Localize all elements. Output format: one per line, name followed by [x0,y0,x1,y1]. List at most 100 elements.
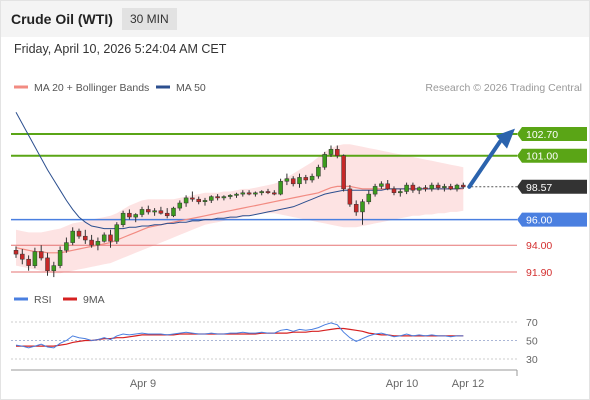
candle-body-down [353,204,359,213]
candle-body-down [83,235,88,241]
price-tag-box [517,212,587,227]
ma50-legend-label: MA 50 [176,82,206,94]
copyright-label: Research © 2026 Trading Central [425,82,582,94]
price-tag: 94.00 [526,240,552,252]
candle-body-up [322,154,327,168]
candle [101,232,107,243]
candle [353,200,359,216]
candle [26,255,31,271]
candle [454,183,460,192]
candle [32,247,38,269]
candle-body-up [240,192,246,195]
price-tag: 101.00 [517,148,587,163]
candle-body-up [227,195,233,197]
candle-body-down [158,210,164,214]
candle [284,173,290,186]
candle [196,196,201,205]
candle [303,174,309,184]
candle [410,182,416,193]
candle-body-up [297,177,302,185]
candle [221,195,227,201]
candle-body-down [246,192,252,195]
candle [57,246,63,269]
candle [202,197,208,206]
price-tag-box [517,179,587,194]
price-tag: 102.70 [517,127,587,141]
rsi-line [15,322,464,349]
candle-body-up [209,196,214,201]
candle [259,190,264,196]
candle [335,145,340,159]
candle-body-up [284,178,290,182]
price-tag-label: 91.90 [526,267,552,279]
candle-body-up [152,210,157,213]
candle-body-down [127,212,132,218]
price-chart: MA 20 + Bollinger Bands MA 50 Research ©… [11,82,587,390]
candle [120,210,126,228]
candle [461,182,466,189]
candle-body-up [253,192,258,195]
candle-body-up [32,251,38,266]
forecast-arrow [467,128,515,189]
rsi-legend-label: RSI [34,294,52,306]
price-tag: 96.00 [517,212,587,227]
candle-body-up [70,230,75,243]
candle-body-down [26,258,31,266]
candle-body-up [454,184,460,190]
candle [360,199,365,225]
candle-body-up [120,212,126,225]
candle [146,205,151,215]
rsi-ma-legend-label: 9MA [83,294,105,306]
candle [158,206,164,215]
candle-body-down [461,184,466,188]
candle-body-down [435,184,441,188]
rsi-tick-label: 70 [526,317,538,329]
x-tick-label: Apr 10 [386,378,418,390]
price-tag-box [517,148,587,163]
candle-body-down [108,234,113,242]
candle-body-down [190,197,195,200]
candle-body-up [183,197,189,204]
candle [164,208,170,219]
candle-body-down [410,184,416,191]
instrument-title: Crude Oil (WTI) [11,11,113,27]
candle [372,183,378,197]
candle [76,228,82,239]
candle [366,190,372,205]
candle [38,245,44,261]
candle-body-down [448,186,453,190]
x-tick-label: Apr 12 [452,378,484,390]
candle [209,195,214,203]
candle-body-down [272,192,277,195]
rsi-tick-label: 50 [526,336,538,348]
candle [309,173,315,183]
candle [227,194,233,200]
candle-body-up [139,209,145,215]
candle-body-down [423,187,428,190]
candle-body-up [101,234,107,242]
candle-body-up [398,191,403,194]
candle-body-down [38,251,44,259]
candle [265,188,271,195]
candle [51,261,57,278]
candle [435,182,441,191]
candle [379,181,384,189]
candle-body-up [360,201,365,213]
candle [253,191,258,197]
candle [133,213,138,223]
candle [297,173,302,188]
candles [13,145,466,278]
price-tag-label: 94.00 [526,240,552,252]
candle-body-up [309,175,315,181]
candle [183,195,189,207]
forecast-arrow-head [496,128,515,149]
candle-body-up [316,166,321,177]
candle [108,229,113,248]
candle [448,183,453,191]
candle [114,222,120,244]
price-tag: 91.90 [526,267,552,279]
candle-body-up [202,200,208,202]
candle-body-down [385,183,390,190]
timeframe-button[interactable]: 30 MIN [122,8,177,30]
